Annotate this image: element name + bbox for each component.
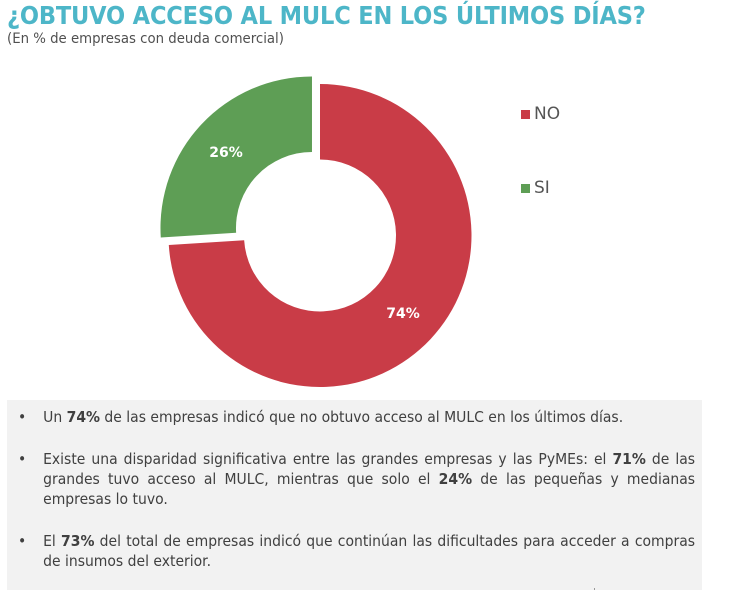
legend-swatch-no [521,109,530,119]
bullet-text: de las empresas indicó que no obtuvo acc… [99,408,624,426]
legend-label-si: SI [534,178,550,198]
bullet-text: Un [43,408,67,426]
legend-label-no: NO [534,104,561,124]
donut-slices [160,76,472,387]
bullet-item: • Un 74% de las empresas indicó que no o… [18,407,695,427]
page-subtitle: (En % de empresas con deuda comercial) [7,31,284,47]
page-title: ¿OBTUVO ACCESO AL MULC EN LOS ÚLTIMOS DÍ… [7,1,646,30]
bullet-text: de las pequeñas y medianas empresas lo t… [43,470,696,508]
decorative-mark [594,588,595,590]
bullet-text: del total de empresas indicó que continú… [43,532,696,570]
data-label-si: 26% [209,145,243,161]
donut-chart: 74% 26% [160,76,472,387]
bullet-text: El [43,532,62,550]
bullet-dot: • [18,450,27,468]
bullet-highlight: 24% [438,470,473,488]
bullet-dot: • [18,408,27,426]
bullet-item: • El 73% del total de empresas indicó qu… [18,531,695,571]
donut-slice-no [168,84,472,387]
legend-swatch-si [521,183,530,193]
legend-item-no: NO [521,104,560,124]
bullet-highlight: 74% [66,408,100,426]
summary-panel [7,400,702,590]
bullet-text: Existe una disparidad significativa entr… [43,450,613,468]
donut-slice-si [160,76,312,238]
bullet-highlight: 73% [61,532,95,550]
bullet-text: de las grandes tuvo acceso al MULC, mien… [43,450,696,488]
summary-bullets: • Un 74% de las empresas indicó que no o… [18,407,695,593]
bullet-item: • Existe una disparidad significativa en… [18,449,695,509]
donut-data-labels: 74% 26% [209,145,420,322]
legend-item-si: SI [521,178,550,198]
data-label-no: 74% [386,306,420,322]
bullet-highlight: 71% [612,450,646,468]
bullet-dot: • [18,532,27,550]
